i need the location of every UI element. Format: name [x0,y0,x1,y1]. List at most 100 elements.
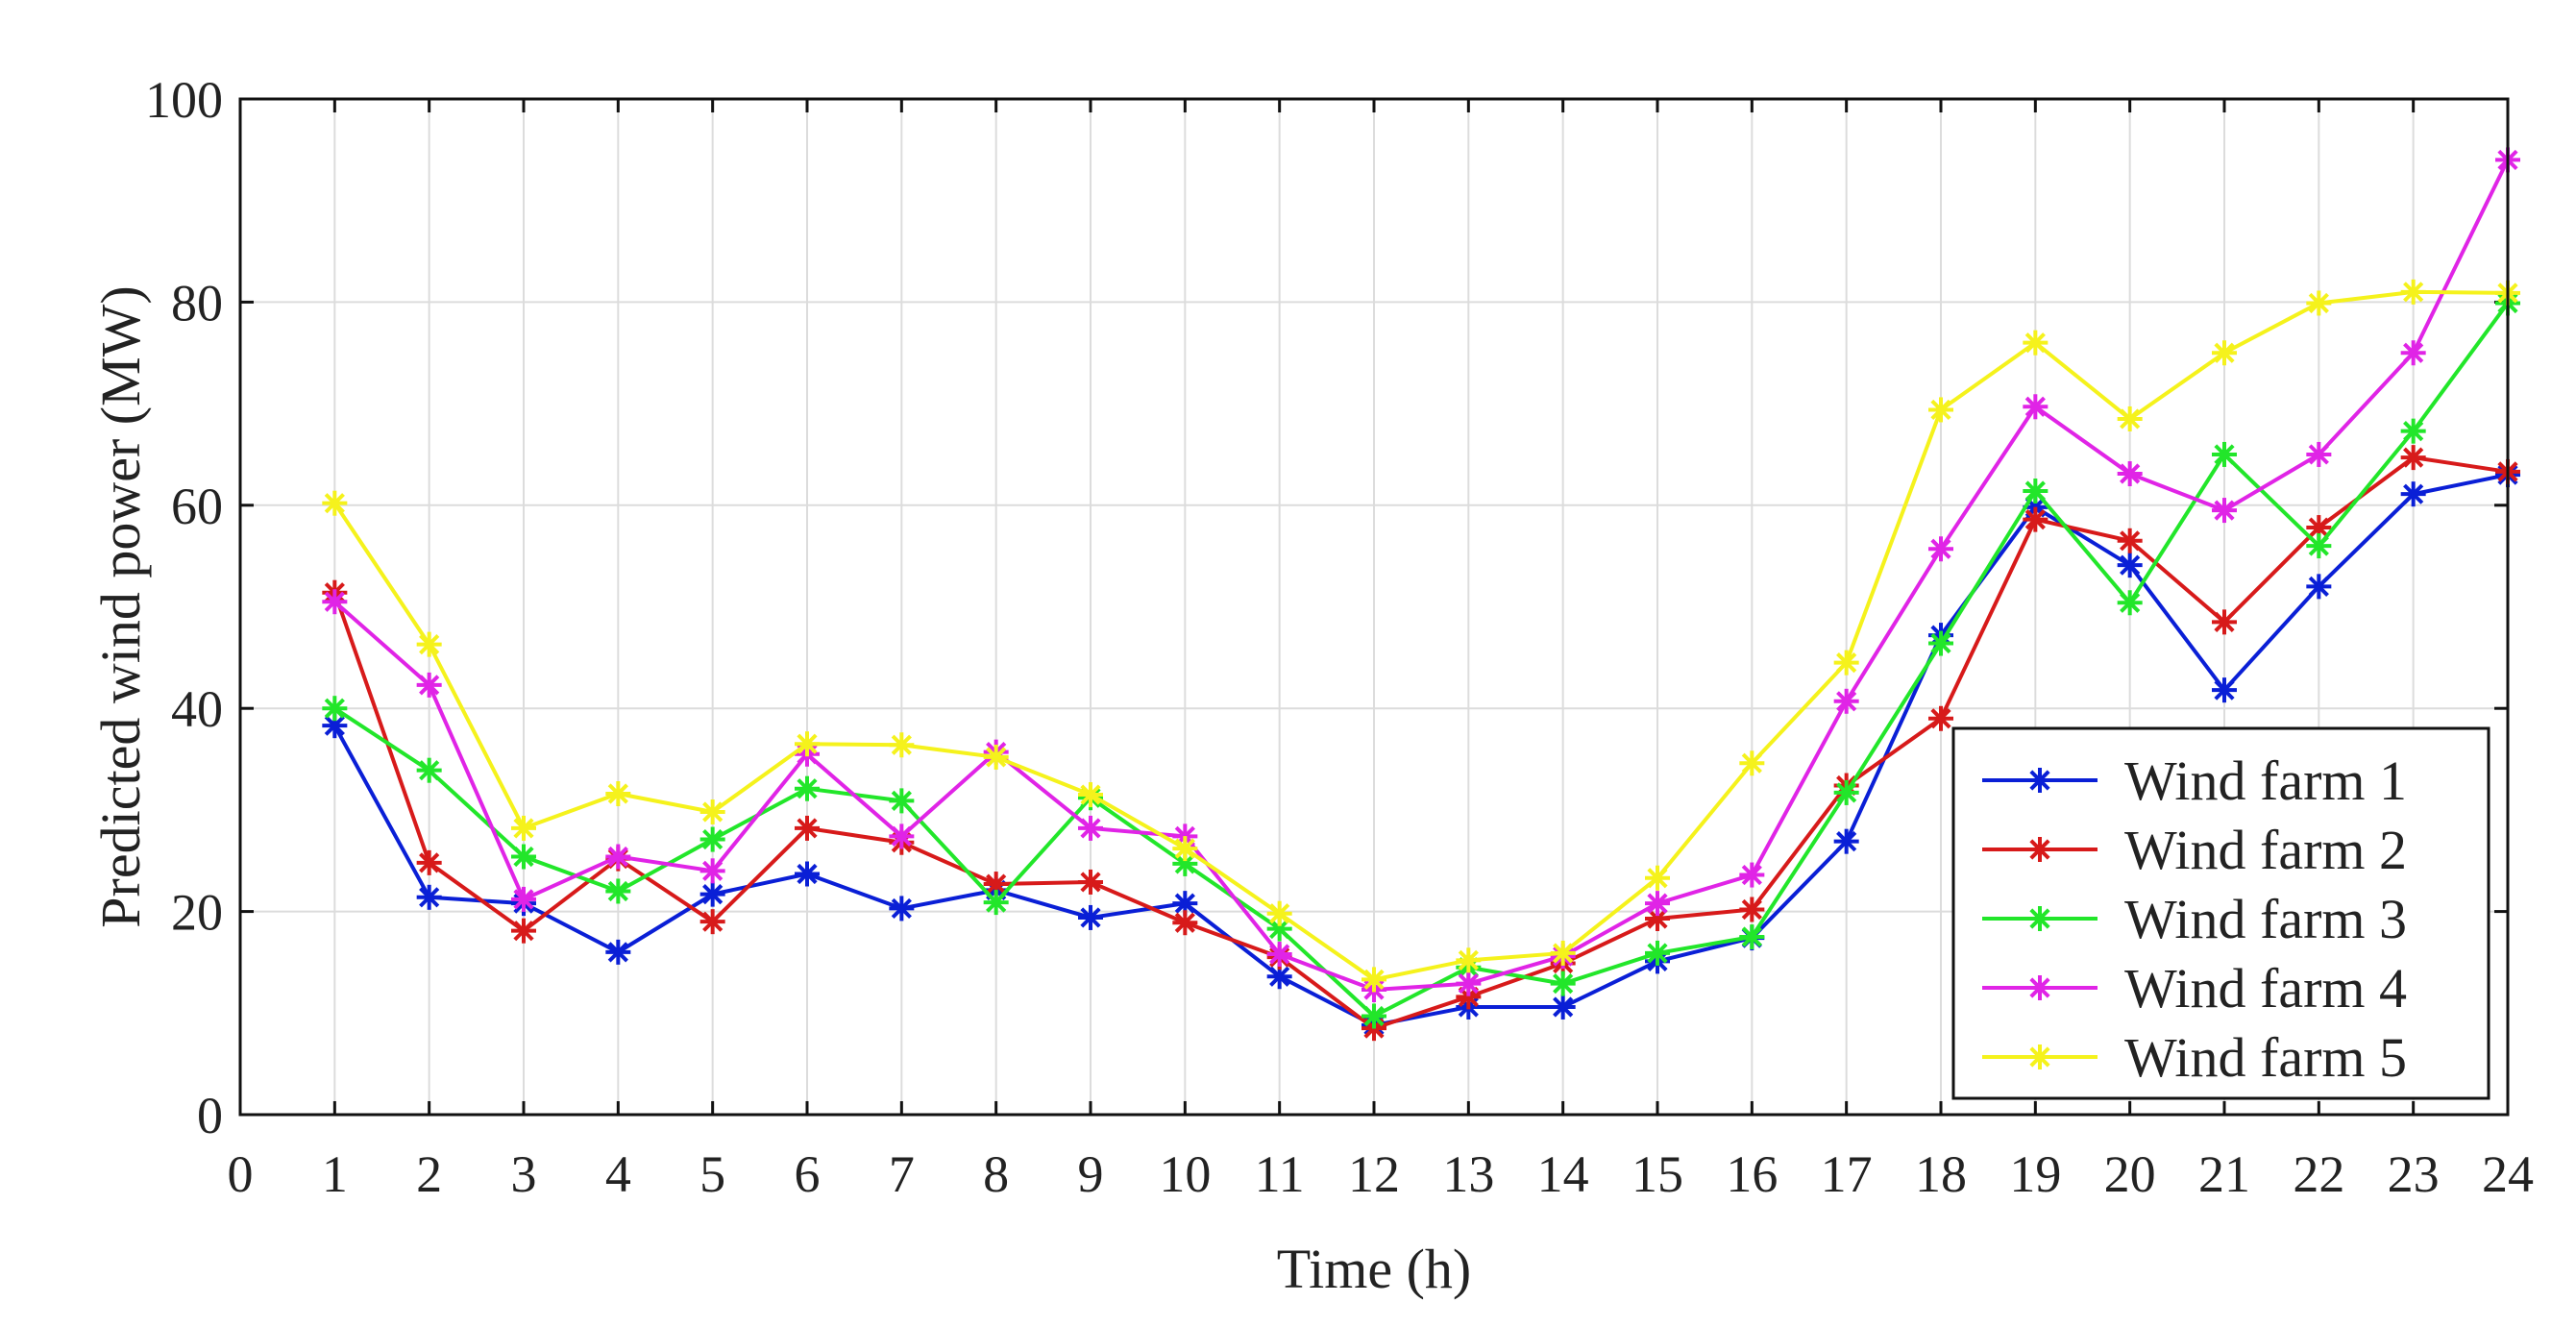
x-tick-label: 5 [699,1145,725,1203]
data-point [699,881,725,907]
data-point [605,844,631,870]
data-point [1833,828,1859,854]
data-point [416,672,442,698]
data-point [2212,498,2237,524]
y-tick-label: 0 [197,1087,223,1144]
data-point [1550,971,1576,996]
x-tick-label: 23 [2388,1145,2440,1203]
x-tick-label: 0 [228,1145,254,1203]
legend-label: Wind farm 3 [2124,888,2407,950]
data-point [416,631,442,657]
data-point [1645,940,1670,966]
data-point [1172,910,1198,936]
data-point [2117,590,2143,616]
x-tick-label: 8 [983,1145,1009,1203]
series-line [333,302,2510,1019]
series-line [332,289,2509,982]
data-point [983,744,1009,770]
data-point [2400,481,2426,507]
data-point [511,918,536,944]
plot-area-frame [238,97,2510,1117]
x-tick-label: 19 [2009,1145,2061,1203]
data-point [2212,609,2237,635]
data-point [2117,528,2143,553]
data-point [1645,905,1670,931]
data-point [2306,533,2332,559]
legend-marker [2027,906,2052,931]
data-point [1078,904,1103,930]
series-line [332,455,2509,1031]
x-tick-label: 6 [795,1145,821,1203]
data-point [511,844,536,870]
data-point [2117,405,2143,431]
data-point [1362,1003,1386,1029]
data-point [511,886,536,912]
data-point [322,696,348,722]
data-point [2400,445,2426,471]
data-point [795,731,820,757]
data-point [2306,290,2332,316]
data-point [1833,688,1859,714]
y-axis-label: Predicted wind power (MW) [89,285,152,927]
data-point [322,589,348,615]
data-point [2306,441,2332,467]
legend-item: Wind farm 2 [1982,819,2407,881]
x-tick-label: 16 [1726,1145,1778,1203]
series-5 [322,279,2520,993]
data-point [1739,897,1765,922]
legend-label: Wind farm 4 [2124,957,2407,1020]
data-point [1739,924,1765,950]
x-tick-label: 2 [416,1145,442,1203]
data-point [1078,782,1103,808]
data-point [605,939,631,965]
x-tick-label: 13 [1442,1145,1494,1203]
legend: Wind farm 1 Wind farm 2 Wind farm 3 Wind fa… [1951,726,2490,1100]
y-tick-label: 80 [171,274,223,332]
data-point [416,757,442,783]
data-point [2400,340,2426,366]
y-tick-label: 100 [145,71,223,129]
data-point [795,775,820,801]
data-point [1739,862,1765,888]
legend-label: Wind farm 5 [2124,1026,2407,1089]
data-point [2023,330,2049,356]
data-point [2400,279,2426,305]
data-point [2117,461,2143,487]
data-point [605,780,631,806]
data-point [1266,941,1292,967]
data-point [1833,650,1859,676]
x-tick-label: 24 [2482,1145,2534,1203]
data-point [1645,891,1670,917]
y-tick-label: 40 [171,680,223,738]
legend-marker [2027,975,2052,1000]
legend-marker [2027,1044,2052,1069]
x-tick-label: 11 [1255,1145,1305,1203]
data-point [1550,940,1576,966]
legend-item: Wind farm 4 [1982,957,2407,1020]
x-axis-label: Time (h) [1277,1238,1472,1300]
data-point [2023,479,2049,504]
x-tick-label: 10 [1159,1145,1211,1203]
y-tick-label: 60 [171,478,223,535]
data-point [511,815,536,841]
data-point [1172,836,1198,862]
data-point [889,823,915,849]
data-point [1362,967,1386,993]
data-point [2117,553,2143,578]
data-point [1645,865,1670,891]
data-point [1928,630,1953,656]
x-tick-label: 9 [1078,1145,1104,1203]
legend-item: Wind farm 1 [1982,750,2407,812]
data-point [2212,677,2237,703]
data-point [2400,418,2426,444]
data-point [1266,900,1292,926]
data-point [2212,340,2237,366]
legend-marker [2027,837,2052,862]
x-tick-label: 7 [889,1145,915,1203]
data-point [1550,994,1576,1020]
data-point [1928,536,1953,562]
x-tick-label: 22 [2293,1145,2344,1203]
data-point [2306,574,2332,600]
legend-label: Wind farm 2 [2124,819,2407,881]
data-point [1078,815,1103,841]
